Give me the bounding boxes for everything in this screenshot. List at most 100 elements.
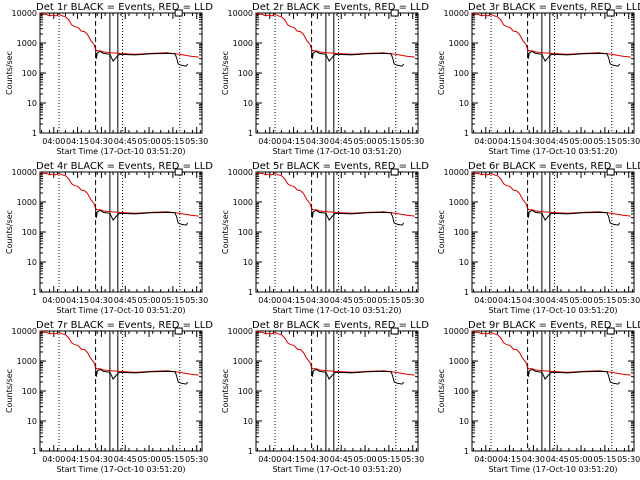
chart-panel-7: Det 7r BLACK = Events, RED = LLD 1 10 100 10…	[5, 320, 213, 474]
y-tick-label: 1	[32, 447, 37, 456]
plot-frame	[255, 171, 419, 293]
x-tick-label: 04:15	[498, 296, 521, 305]
events-series-line	[95, 367, 189, 385]
events-series-line	[527, 367, 621, 385]
x-tick-label: 04:15	[498, 137, 521, 146]
panel-title: Det 1r BLACK = Events, RED = LLD	[36, 2, 213, 13]
y-axis-label: Counts/sec	[221, 51, 230, 95]
lld-series-line	[471, 330, 631, 376]
lld-series-line	[39, 12, 199, 58]
x-tick-label: 04:45	[330, 296, 353, 305]
x-tick-label: 04:00	[474, 296, 497, 305]
y-tick-label: 10	[243, 258, 253, 267]
x-tick-label: 04:30	[306, 137, 329, 146]
plot-frame	[471, 330, 635, 452]
y-axis-label: Counts/sec	[437, 51, 446, 95]
chart-panel-4: Det 4r BLACK = Events, RED = LLD 1 10 100 10…	[5, 161, 213, 315]
x-tick-label: 05:30	[185, 137, 208, 146]
panel-title: Det 7r BLACK = Events, RED = LLD	[36, 320, 213, 331]
y-tick-label: 100	[454, 387, 469, 396]
x-tick-label: 04:45	[114, 296, 137, 305]
x-tick-label: 04:15	[282, 455, 305, 464]
x-tick-label: 05:15	[377, 455, 400, 464]
plot-frame	[471, 171, 635, 293]
x-tick-label: 04:30	[90, 296, 113, 305]
lld-series-line	[471, 12, 631, 58]
x-tick-label: 04:00	[474, 455, 497, 464]
x-tick-label: 05:30	[617, 455, 640, 464]
x-tick-label: 05:00	[354, 296, 377, 305]
y-tick-label: 1	[32, 288, 37, 297]
x-tick-label: 04:00	[42, 137, 65, 146]
x-axis-label: Start Time (17-Oct-10 03:51:20)	[488, 306, 617, 315]
x-tick-label: 04:30	[306, 296, 329, 305]
y-axis-label: Counts/sec	[5, 369, 14, 413]
x-tick-label: 05:30	[401, 137, 424, 146]
lld-series-line	[471, 171, 631, 217]
x-axis-label: Start Time (17-Oct-10 03:51:20)	[272, 465, 401, 474]
y-tick-label: 1000	[17, 39, 37, 48]
x-tick-label: 05:15	[593, 137, 616, 146]
panel-title: Det 5r BLACK = Events, RED = LLD	[252, 161, 429, 172]
chart-panel-6: Det 6r BLACK = Events, RED = LLD 1 10 100 10…	[437, 161, 640, 315]
y-tick-label: 1000	[233, 39, 253, 48]
y-tick-label: 1	[32, 129, 37, 138]
y-tick-label: 10000	[228, 9, 253, 18]
top-box-marker	[174, 9, 183, 17]
x-tick-label: 04:30	[90, 455, 113, 464]
x-tick-label: 04:45	[330, 137, 353, 146]
x-tick-label: 04:30	[306, 455, 329, 464]
y-tick-label: 1000	[17, 357, 37, 366]
chart-panel-9: Det 9r BLACK = Events, RED = LLD 1 10 100 10…	[437, 320, 640, 474]
events-series-line	[311, 208, 405, 226]
y-axis-label: Counts/sec	[221, 210, 230, 254]
x-tick-label: 04:30	[522, 296, 545, 305]
y-axis-label: Counts/sec	[221, 369, 230, 413]
x-tick-label: 04:15	[66, 455, 89, 464]
y-tick-label: 1	[248, 447, 253, 456]
plot-frame	[255, 12, 419, 134]
panel-title: Det 8r BLACK = Events, RED = LLD	[252, 320, 429, 331]
x-tick-label: 05:15	[593, 455, 616, 464]
plot-frame	[471, 12, 635, 134]
y-tick-label: 1	[464, 447, 469, 456]
x-tick-label: 04:45	[114, 455, 137, 464]
x-tick-label: 05:15	[593, 296, 616, 305]
x-tick-label: 04:00	[42, 296, 65, 305]
x-tick-label: 05:15	[161, 296, 184, 305]
plot-frame	[255, 330, 419, 452]
y-tick-label: 1	[248, 288, 253, 297]
panel-title: Det 2r BLACK = Events, RED = LLD	[252, 2, 429, 13]
plot-frame	[39, 171, 203, 293]
x-tick-label: 04:00	[474, 137, 497, 146]
events-series-line	[311, 49, 405, 67]
plot-frame	[39, 330, 203, 452]
x-tick-label: 05:15	[377, 137, 400, 146]
x-tick-label: 04:30	[522, 137, 545, 146]
x-tick-label: 04:45	[546, 296, 569, 305]
y-tick-label: 1	[464, 288, 469, 297]
y-tick-label: 1000	[449, 357, 469, 366]
x-tick-label: 05:30	[401, 455, 424, 464]
top-box-marker	[390, 327, 399, 335]
x-tick-label: 05:00	[570, 137, 593, 146]
y-tick-label: 100	[238, 69, 253, 78]
y-tick-label: 10	[243, 417, 253, 426]
x-tick-label: 05:30	[185, 296, 208, 305]
y-tick-label: 1000	[233, 198, 253, 207]
x-axis-label: Start Time (17-Oct-10 03:51:20)	[488, 465, 617, 474]
lld-series-line	[255, 171, 415, 217]
y-tick-label: 10	[27, 99, 37, 108]
x-tick-label: 05:00	[138, 137, 161, 146]
x-tick-label: 04:15	[498, 455, 521, 464]
panel-title: Det 6r BLACK = Events, RED = LLD	[468, 161, 640, 172]
x-tick-label: 05:15	[161, 137, 184, 146]
x-tick-label: 05:15	[377, 296, 400, 305]
events-series-line	[527, 208, 621, 226]
lld-series-line	[255, 12, 415, 58]
y-tick-label: 1000	[17, 198, 37, 207]
y-tick-label: 1000	[449, 39, 469, 48]
lld-series-line	[255, 330, 415, 376]
plot-frame	[39, 12, 203, 134]
